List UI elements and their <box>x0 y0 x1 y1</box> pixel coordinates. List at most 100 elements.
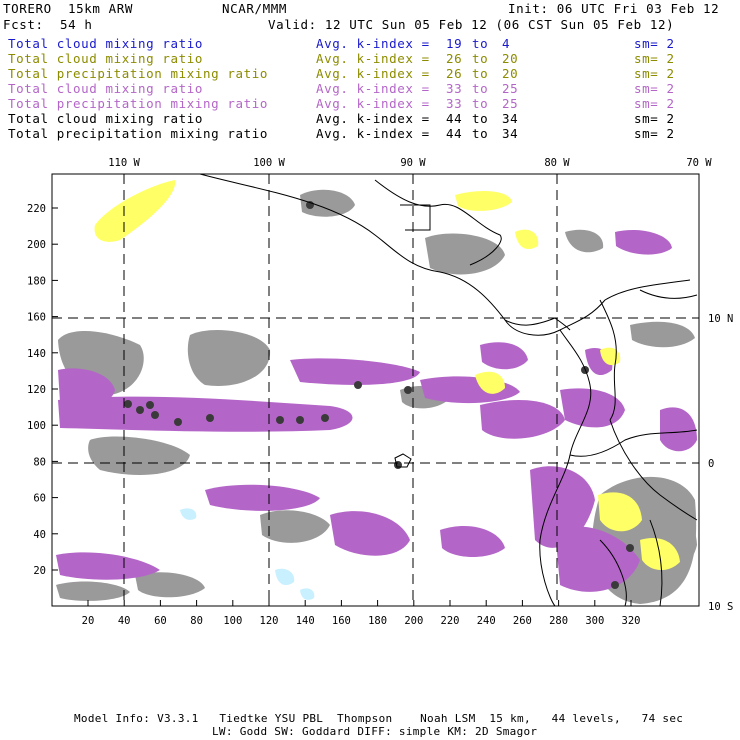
coastline-segment <box>639 289 698 299</box>
coastline-segment <box>374 179 502 266</box>
legend-to-word: to <box>472 36 489 51</box>
legend-to-word: to <box>472 111 489 126</box>
x-tick-label: 20 <box>82 615 95 627</box>
legend-to: 4 <box>502 36 511 51</box>
legend-field: Total cloud mixing ratio <box>8 81 204 96</box>
cloud-dark-core <box>404 386 412 394</box>
x-tick-label: 240 <box>477 615 496 627</box>
precip-purple-area <box>440 526 505 557</box>
cloud-gray-area <box>88 436 190 475</box>
y-tick-label: 160 <box>27 312 46 324</box>
cloud-dark-core <box>321 414 329 422</box>
legend-field: Total precipitation mixing ratio <box>8 126 269 141</box>
valid-time: Valid: 12 UTC Sun 05 Feb 12 (06 CST Sun … <box>268 17 675 32</box>
legend-field: Total precipitation mixing ratio <box>8 96 269 111</box>
legend-kindex: Avg. k-index = <box>316 51 430 66</box>
coastline-segment <box>504 317 556 326</box>
y-axis-ticks: 20 40 60 80 100 120 140 160 180 200 220 <box>27 203 58 577</box>
legend-from: 26 <box>446 51 463 66</box>
cloud-gray-area <box>187 330 271 386</box>
legend-from: 26 <box>446 66 463 81</box>
cloud-lightblue-area <box>180 508 197 520</box>
cloud-gray-area <box>425 233 505 275</box>
precip-purple-area <box>290 358 420 385</box>
longitude-label: 80 W <box>544 157 570 169</box>
cloud-lightblue-area <box>275 568 295 586</box>
legend-sm: sm= 2 <box>634 126 675 141</box>
precip-purple-area <box>555 526 640 592</box>
legend-to: 34 <box>502 111 519 126</box>
cloud-gray-area <box>135 572 205 598</box>
x-tick-label: 220 <box>441 615 460 627</box>
legend-kindex: Avg. k-index = <box>316 36 430 51</box>
legend-to: 25 <box>502 81 519 96</box>
cloud-gray-area <box>260 510 330 543</box>
lat-lon-grid <box>52 174 699 606</box>
cloud-gray-area <box>565 229 604 253</box>
legend-sm: sm= 2 <box>634 51 675 66</box>
latitude-label: 10 N <box>708 313 733 325</box>
cloud-dark-core <box>124 400 132 408</box>
coastline-segment <box>599 539 627 607</box>
field-shading <box>56 180 697 604</box>
cloud-dark-core <box>151 411 159 419</box>
precip-purple-area <box>330 511 410 556</box>
x-tick-label: 160 <box>332 615 351 627</box>
cloud-yellow-area <box>515 229 539 250</box>
legend-kindex: Avg. k-index = <box>316 81 430 96</box>
x-tick-label: 40 <box>118 615 131 627</box>
latitude-label: 10 S <box>708 601 733 613</box>
cloud-dark-core <box>206 414 214 422</box>
precip-purple-area <box>56 552 160 580</box>
cloud-yellow-area <box>475 371 505 394</box>
latitude-labels: 10 N 0 10 S <box>708 313 733 613</box>
coastline-segment <box>649 519 663 607</box>
forecast-label: Fcst: <box>3 17 44 32</box>
precip-purple-area <box>660 407 697 452</box>
coastline-segment <box>599 299 617 421</box>
precip-purple-area <box>58 368 115 406</box>
cloud-lightblue-area <box>300 588 315 600</box>
y-tick-label: 180 <box>27 275 46 287</box>
model-title: TORERO 15km ARW <box>3 1 134 16</box>
longitude-label: 70 W <box>686 157 712 169</box>
precip-purple-area <box>58 396 353 432</box>
model-info-line1: Model Info: V3.3.1 Tiedtke YSU PBL Thomp… <box>74 712 684 725</box>
cloud-yellow-area <box>598 492 642 532</box>
legend-sm: sm= 2 <box>634 66 675 81</box>
legend-field: Total cloud mixing ratio <box>8 36 204 51</box>
x-tick-label: 260 <box>513 615 532 627</box>
legend-field: Total precipitation mixing ratio <box>8 66 269 81</box>
legend-from: 19 <box>446 36 463 51</box>
precip-purple-area <box>205 484 320 511</box>
coastline-segment <box>609 419 698 521</box>
y-tick-label: 20 <box>33 565 46 577</box>
legend-to-word: to <box>472 66 489 81</box>
cloud-dark-core <box>146 401 154 409</box>
legend-to-word: to <box>472 51 489 66</box>
x-tick-label: 140 <box>296 615 315 627</box>
cloud-yellow-area <box>94 180 176 242</box>
cloud-dark-core <box>174 418 182 426</box>
cloud-gray-area <box>56 581 130 601</box>
legend-to: 20 <box>502 51 519 66</box>
x-tick-label: 200 <box>404 615 423 627</box>
cloud-dark-core <box>626 544 634 552</box>
cloud-dark-core <box>276 416 284 424</box>
legend-from: 44 <box>446 111 463 126</box>
init-time: Init: 06 UTC Fri 03 Feb 12 <box>508 1 720 16</box>
legend-kindex: Avg. k-index = <box>316 66 430 81</box>
cloud-dark-core <box>354 381 362 389</box>
cloud-yellow-area <box>600 347 621 366</box>
plot-frame <box>51 173 700 607</box>
y-tick-label: 40 <box>33 529 46 541</box>
y-tick-label: 220 <box>27 203 46 215</box>
latitude-label: 0 <box>708 458 714 470</box>
legend-to: 20 <box>502 66 519 81</box>
x-tick-label: 120 <box>260 615 279 627</box>
legend-sm: sm= 2 <box>634 96 675 111</box>
organization: NCAR/MMM <box>222 1 288 16</box>
coastline-segment <box>199 173 691 336</box>
legend-to-word: to <box>472 96 489 111</box>
longitude-label: 110 W <box>108 157 140 169</box>
